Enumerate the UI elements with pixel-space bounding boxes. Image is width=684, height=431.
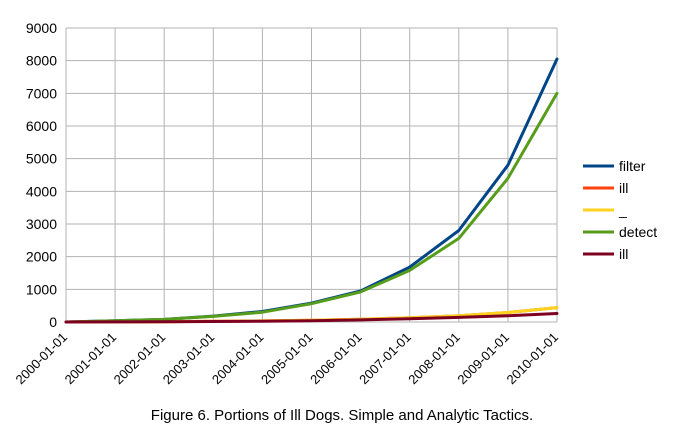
y-tick-label: 4000 bbox=[26, 183, 57, 199]
x-tick-label: 2003-01-01 bbox=[160, 330, 218, 388]
grid-lines bbox=[65, 27, 558, 323]
legend-label: ill bbox=[619, 246, 628, 262]
y-tick-label: 2000 bbox=[26, 249, 57, 265]
series-lines bbox=[64, 57, 559, 324]
y-tick-label: 8000 bbox=[26, 53, 57, 69]
x-tick-label: 2001-01-01 bbox=[62, 330, 120, 388]
figure-caption: Figure 6. Portions of Ill Dogs. Simple a… bbox=[150, 407, 534, 424]
y-tick-label: 5000 bbox=[26, 151, 57, 167]
legend-label: detect bbox=[619, 224, 657, 240]
y-tick-label: 7000 bbox=[26, 85, 57, 101]
x-tick-label: 2007-01-01 bbox=[356, 330, 414, 388]
x-tick-label: 2008-01-01 bbox=[405, 330, 463, 388]
x-tick-label: 2000-01-01 bbox=[12, 330, 70, 388]
x-tick-label: 2006-01-01 bbox=[307, 330, 365, 388]
series-line-ill bbox=[64, 312, 559, 324]
y-tick-label: 0 bbox=[49, 314, 57, 330]
x-tick-label: 2005-01-01 bbox=[258, 330, 316, 388]
x-tick-label: 2004-01-01 bbox=[209, 330, 267, 388]
legend: filter ill _detect ill bbox=[583, 158, 657, 262]
x-tick-label: 2010-01-01 bbox=[503, 330, 561, 388]
y-tick-label: 1000 bbox=[26, 281, 57, 297]
x-axis-ticks: 2000-01-012001-01-012002-01-012003-01-01… bbox=[12, 330, 561, 388]
x-tick-label: 2009-01-01 bbox=[454, 330, 512, 388]
series-line-detect bbox=[64, 91, 559, 324]
y-tick-label: 3000 bbox=[26, 216, 57, 232]
legend-label: filter bbox=[619, 158, 646, 174]
y-axis-ticks: 0 1000 2000 3000 4000 5000 6000 7000 8000 9000 bbox=[26, 20, 57, 330]
y-tick-label: 9000 bbox=[26, 20, 57, 36]
y-tick-label: 6000 bbox=[26, 118, 57, 134]
legend-label: _ bbox=[618, 202, 627, 218]
x-tick-label: 2002-01-01 bbox=[111, 330, 169, 388]
legend-label: ill bbox=[619, 180, 628, 196]
